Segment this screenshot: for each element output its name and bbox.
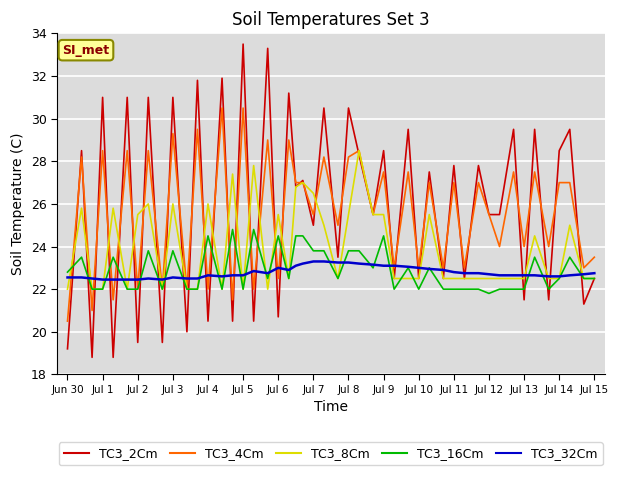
X-axis label: Time: Time [314, 400, 348, 414]
Y-axis label: Soil Temperature (C): Soil Temperature (C) [11, 132, 25, 275]
Title: Soil Temperatures Set 3: Soil Temperatures Set 3 [232, 11, 429, 29]
Text: SI_met: SI_met [63, 44, 109, 57]
Legend: TC3_2Cm, TC3_4Cm, TC3_8Cm, TC3_16Cm, TC3_32Cm: TC3_2Cm, TC3_4Cm, TC3_8Cm, TC3_16Cm, TC3… [59, 442, 603, 465]
